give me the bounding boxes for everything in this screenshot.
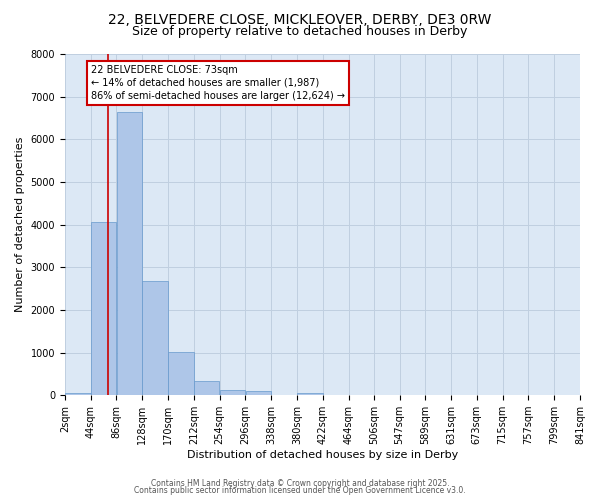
Bar xyxy=(91,222,116,395)
Text: 22, BELVEDERE CLOSE, MICKLEOVER, DERBY, DE3 0RW: 22, BELVEDERE CLOSE, MICKLEOVER, DERBY, … xyxy=(109,12,491,26)
Bar xyxy=(297,392,323,395)
Text: Contains HM Land Registry data © Crown copyright and database right 2025.: Contains HM Land Registry data © Crown c… xyxy=(151,478,449,488)
X-axis label: Distribution of detached houses by size in Derby: Distribution of detached houses by size … xyxy=(187,450,458,460)
Text: Contains public sector information licensed under the Open Government Licence v3: Contains public sector information licen… xyxy=(134,486,466,495)
Text: Size of property relative to detached houses in Derby: Size of property relative to detached ho… xyxy=(133,25,467,38)
Bar xyxy=(142,281,168,395)
Bar xyxy=(116,112,142,395)
Y-axis label: Number of detached properties: Number of detached properties xyxy=(15,137,25,312)
Bar xyxy=(245,392,271,395)
Bar xyxy=(220,390,245,395)
Bar xyxy=(65,392,91,395)
Text: 22 BELVEDERE CLOSE: 73sqm
← 14% of detached houses are smaller (1,987)
86% of se: 22 BELVEDERE CLOSE: 73sqm ← 14% of detac… xyxy=(91,64,344,101)
Bar xyxy=(168,352,194,395)
Bar xyxy=(194,381,220,395)
